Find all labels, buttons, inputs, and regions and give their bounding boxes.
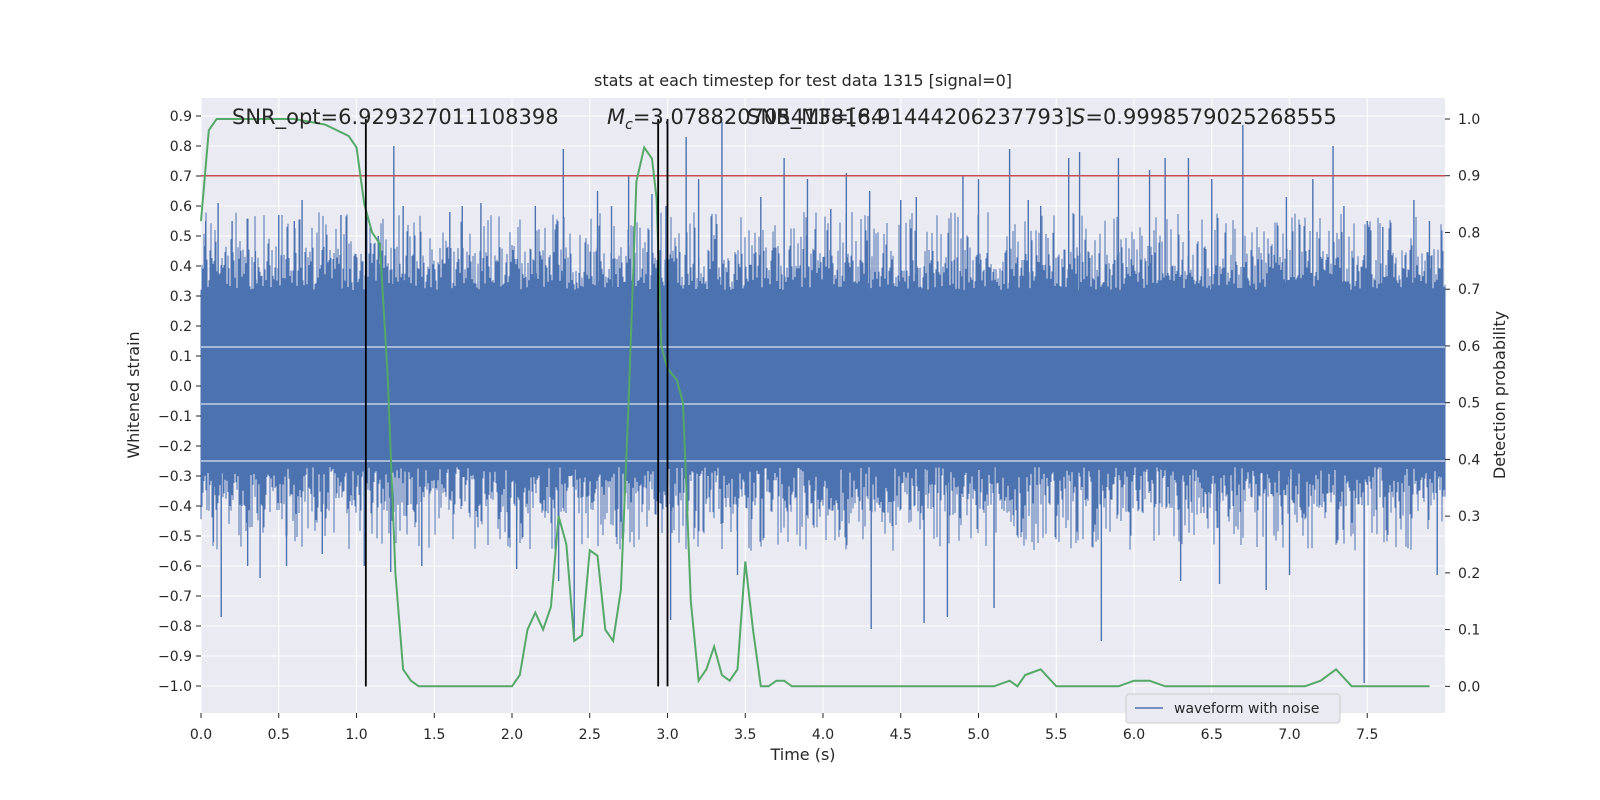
- s-value: =0.9998579025268555: [1085, 105, 1336, 129]
- y-left-tick-label: −0.3: [158, 469, 192, 485]
- x-tick-label: 0.0: [190, 727, 212, 743]
- y-left-tick-label: 0.8: [170, 139, 192, 155]
- x-tick-label: 2.0: [501, 727, 523, 743]
- y-right-tick-label: 0.9: [1458, 169, 1480, 185]
- y-right-tick-label: 1.0: [1458, 112, 1480, 128]
- s-symbol: S: [1072, 105, 1085, 129]
- y-right-tick-label: 0.6: [1458, 339, 1480, 355]
- probability-group: [200, 118, 1430, 688]
- x-axis-ticks: 0.0 0.5 1.0 1.5 2.0 2.5 3.0 3.5 4.0 4.5 5.0 5.5 6.0 6…: [190, 713, 1378, 743]
- y-left-tick-label: 0.2: [170, 319, 192, 335]
- x-tick-label: 7.0: [1278, 727, 1300, 743]
- snr-opt-annotation: SNR_opt=6.929327011108398: [232, 105, 559, 130]
- y-axis-left-ticks: 0.9 0.8 0.7 0.6 0.5 0.4 0.3 0.2 0.1 0.0 −0.1 −0.2 −0…: [158, 109, 201, 695]
- probability-line: [200, 118, 1430, 688]
- x-tick-label: 4.5: [890, 727, 912, 743]
- y-left-tick-label: −0.4: [158, 499, 192, 515]
- x-tick-label: 6.5: [1201, 727, 1223, 743]
- y-left-tick-label: −0.5: [158, 529, 192, 545]
- x-tick-label: 3.0: [656, 727, 678, 743]
- x-tick-label: 4.0: [812, 727, 834, 743]
- chirp-mass-symbol: M: [607, 105, 625, 129]
- x-axis-label: Time (s): [769, 745, 835, 764]
- chirp-mass-value: =3.0788207054138184: [633, 105, 884, 129]
- y-axis-right-ticks: 1.0 0.9 0.8 0.7 0.6 0.5 0.4 0.3 0.2 0.1 0.0: [1445, 112, 1480, 695]
- y-right-tick-label: 0.5: [1458, 396, 1480, 412]
- y-left-tick-label: 0.1: [170, 349, 192, 365]
- y-left-tick-label: 0.4: [170, 259, 192, 275]
- x-tick-label: 1.0: [345, 727, 367, 743]
- vertical-markers: [364, 118, 669, 687]
- y-right-tick-label: 0.4: [1458, 452, 1480, 468]
- y-left-tick-label: 0.7: [170, 169, 192, 185]
- y-left-tick-label: −0.7: [158, 589, 192, 605]
- waveform-series: [200, 122, 1446, 683]
- y-left-tick-label: 0.0: [170, 379, 192, 395]
- legend-label-waveform: waveform with noise: [1174, 701, 1319, 717]
- y-right-tick-label: 0.7: [1458, 282, 1480, 298]
- y-left-tick-label: 0.6: [170, 199, 192, 215]
- y-left-tick-label: −0.2: [158, 439, 192, 455]
- chirp-mass-subscript: c: [625, 117, 633, 133]
- x-tick-label: 6.0: [1123, 727, 1145, 743]
- x-tick-label: 3.5: [734, 727, 756, 743]
- x-tick-label: 1.5: [423, 727, 445, 743]
- x-tick-label: 0.5: [268, 727, 290, 743]
- legend-box: [1125, 693, 1341, 724]
- y-left-tick-label: 0.3: [170, 289, 192, 305]
- y-axis-left-label: Whitened strain: [124, 331, 143, 458]
- legend: waveform with noise: [1125, 693, 1341, 724]
- y-right-tick-label: 0.8: [1458, 225, 1480, 241]
- y-right-tick-label: 0.0: [1458, 679, 1480, 695]
- y-right-tick-label: 0.3: [1458, 509, 1480, 525]
- snr-mf-annotation: SNR_MF=[6.91444206237793]: [747, 105, 1072, 130]
- chart-title: stats at each timestep for test data 131…: [594, 71, 1012, 90]
- y-right-tick-label: 0.2: [1458, 566, 1480, 582]
- y-left-tick-label: 0.5: [170, 229, 192, 245]
- annotations: SNR_opt=6.929327011108398 Mc=3.078820705…: [232, 105, 1337, 133]
- s-annotation: S=0.9998579025268555: [1072, 105, 1337, 129]
- y-axis-right-label: Detection probability: [1490, 311, 1509, 479]
- y-left-tick-label: 0.9: [170, 109, 192, 125]
- x-tick-label: 5.5: [1045, 727, 1067, 743]
- y-left-tick-label: −0.9: [158, 649, 192, 665]
- y-left-tick-label: −0.8: [158, 619, 192, 635]
- x-tick-label: 2.5: [579, 727, 601, 743]
- y-left-tick-label: −1.0: [158, 679, 192, 695]
- y-right-tick-label: 0.1: [1458, 623, 1480, 639]
- x-tick-label: 5.0: [967, 727, 989, 743]
- y-left-tick-label: −0.6: [158, 559, 192, 575]
- chirp-mass-annotation: Mc=3.0788207054138184: [607, 105, 884, 133]
- x-tick-label: 7.5: [1356, 727, 1378, 743]
- y-left-tick-label: −0.1: [158, 409, 192, 425]
